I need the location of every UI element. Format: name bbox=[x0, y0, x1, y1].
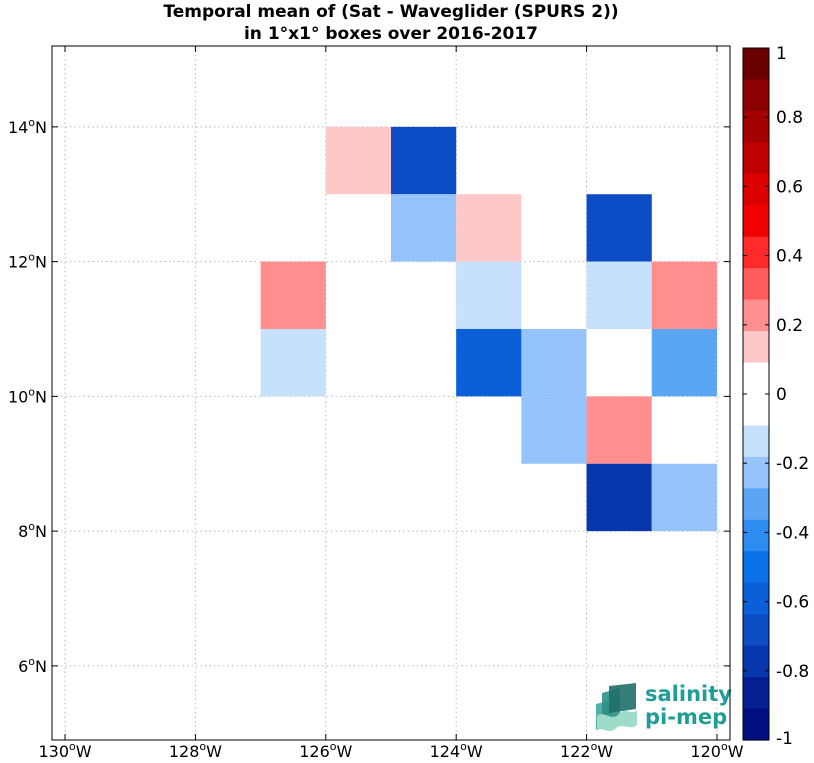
colorbar-tick-label: -0.4 bbox=[776, 523, 809, 543]
salinity-pi-mep-logo: salinity pi-mep bbox=[596, 682, 732, 732]
chart-title-line-1: Temporal mean of (Sat - Waveglider (SPUR… bbox=[163, 2, 618, 22]
heatmap-cell-11 bbox=[521, 328, 587, 397]
heatmap-cell-13 bbox=[651, 328, 717, 397]
heatmap-cell-5 bbox=[260, 261, 326, 329]
heatmap-cell-10 bbox=[456, 328, 522, 397]
heatmap-cell-3 bbox=[456, 194, 522, 262]
chart-title-line-2: in 1°x1° boxes over 2016-2017 bbox=[244, 24, 538, 44]
heatmap-cell-4 bbox=[586, 194, 652, 262]
colorbar-tick-label: 0.8 bbox=[776, 108, 803, 128]
heatmap-cell-15 bbox=[586, 396, 652, 464]
colorbar-tick-label: -0.6 bbox=[776, 593, 809, 613]
colorbar-tick-label: 0 bbox=[776, 385, 787, 405]
logo-text-pi-mep: pi-mep bbox=[645, 705, 727, 729]
heatmap-cell-16 bbox=[586, 463, 652, 532]
heatmap-cell-0 bbox=[325, 126, 391, 195]
y-tick-label: 10oN bbox=[8, 385, 47, 406]
y-tick-label: 12oN bbox=[8, 251, 47, 272]
heatmap-cell-12 bbox=[586, 328, 652, 397]
x-tick-label: 122oW bbox=[560, 740, 613, 761]
y-tick-label: 8oN bbox=[18, 520, 47, 541]
colorbar-segment-9 bbox=[743, 331, 769, 364]
colorbar-segment-0 bbox=[743, 48, 769, 81]
colorbar-segment-13 bbox=[743, 456, 769, 489]
colorbar-tick-label: 0.4 bbox=[776, 247, 803, 267]
colorbar-tick-label: 0.6 bbox=[776, 177, 803, 197]
colorbar-segment-14 bbox=[743, 488, 769, 521]
colorbar-segment-5 bbox=[743, 205, 769, 238]
chart-title: Temporal mean of (Sat - Waveglider (SPUR… bbox=[163, 2, 618, 44]
colorbar-segment-18 bbox=[743, 614, 769, 647]
colorbar-tick-label: -1 bbox=[776, 729, 793, 749]
y-tick-label: 14oN bbox=[8, 116, 47, 137]
colorbar-segment-16 bbox=[743, 551, 769, 584]
colorbar-segment-6 bbox=[743, 236, 769, 269]
colorbar-segment-10 bbox=[743, 362, 769, 395]
colorbar-tick-label: -0.2 bbox=[776, 454, 809, 474]
heatmap-cell-9 bbox=[260, 328, 326, 397]
logo-text-salinity: salinity bbox=[645, 682, 732, 706]
colorbar-segment-19 bbox=[743, 645, 769, 678]
heatmap-cell-8 bbox=[651, 261, 717, 329]
logo-mark-icon bbox=[596, 683, 637, 732]
colorbar: 1 0.8 0.6 0.4 0.2 0 -0.2 -0.4 -0.6 -0.8 -1 bbox=[742, 44, 809, 749]
colorbar-segment-21 bbox=[743, 708, 769, 741]
colorbar-tick-label: 0.2 bbox=[776, 316, 803, 336]
colorbar-segment-17 bbox=[743, 582, 769, 615]
heatmap-cell-2 bbox=[391, 194, 457, 262]
colorbar-tick-label: -0.8 bbox=[776, 662, 809, 682]
colorbar-segment-8 bbox=[743, 299, 769, 332]
x-axis: 130oW 128oW 126oW 124oW 122oW 120oW bbox=[38, 46, 744, 761]
x-tick-label: 126oW bbox=[299, 740, 352, 761]
x-tick-label: 124oW bbox=[430, 740, 483, 761]
y-axis: 6oN 8oN 10oN 12oN 14oN bbox=[8, 116, 730, 676]
plot-frame bbox=[51, 45, 731, 741]
heatmap-cell-1 bbox=[391, 126, 457, 195]
heatmap-cell-17 bbox=[651, 463, 717, 532]
x-tick-label: 128oW bbox=[169, 740, 222, 761]
colorbar-segment-3 bbox=[743, 142, 769, 175]
colorbar-segment-2 bbox=[743, 110, 769, 143]
colorbar-segment-1 bbox=[743, 79, 769, 112]
heatmap-cell-14 bbox=[521, 396, 587, 464]
colorbar-segment-12 bbox=[743, 425, 769, 458]
colorbar-segment-7 bbox=[743, 268, 769, 301]
colorbar-segment-20 bbox=[743, 677, 769, 710]
colorbar-segment-4 bbox=[743, 173, 769, 206]
heatmap-cells bbox=[260, 126, 717, 532]
heatmap-cell-7 bbox=[586, 261, 652, 329]
y-tick-label: 6oN bbox=[18, 655, 47, 676]
colorbar-segment-15 bbox=[743, 519, 769, 552]
heatmap-cell-6 bbox=[456, 261, 522, 329]
colorbar-segment-11 bbox=[743, 394, 769, 427]
colorbar-tick-label: 1 bbox=[776, 44, 787, 64]
x-tick-label: 130oW bbox=[38, 740, 91, 761]
x-tick-label: 120oW bbox=[690, 740, 743, 761]
